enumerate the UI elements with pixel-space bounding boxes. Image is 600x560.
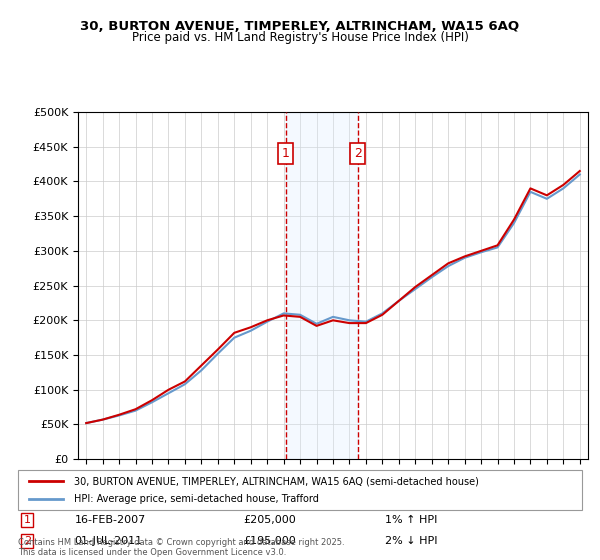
Text: 1: 1 (281, 147, 290, 160)
Text: 30, BURTON AVENUE, TIMPERLEY, ALTRINCHAM, WA15 6AQ: 30, BURTON AVENUE, TIMPERLEY, ALTRINCHAM… (80, 20, 520, 32)
FancyBboxPatch shape (18, 470, 582, 510)
Text: 2% ↓ HPI: 2% ↓ HPI (385, 536, 437, 546)
Text: 1: 1 (23, 515, 31, 525)
Text: HPI: Average price, semi-detached house, Trafford: HPI: Average price, semi-detached house,… (74, 493, 319, 503)
Text: 01-JUL-2011: 01-JUL-2011 (74, 536, 143, 546)
Text: 2: 2 (23, 536, 31, 546)
Text: £195,000: £195,000 (244, 536, 296, 546)
Text: 2: 2 (354, 147, 362, 160)
Text: 30, BURTON AVENUE, TIMPERLEY, ALTRINCHAM, WA15 6AQ (semi-detached house): 30, BURTON AVENUE, TIMPERLEY, ALTRINCHAM… (74, 477, 479, 487)
Text: Price paid vs. HM Land Registry's House Price Index (HPI): Price paid vs. HM Land Registry's House … (131, 31, 469, 44)
Text: 1% ↑ HPI: 1% ↑ HPI (385, 515, 437, 525)
Bar (286, 112, 358, 459)
Text: £205,000: £205,000 (244, 515, 296, 525)
Text: 16-FEB-2007: 16-FEB-2007 (74, 515, 146, 525)
Text: Contains HM Land Registry data © Crown copyright and database right 2025.
This d: Contains HM Land Registry data © Crown c… (18, 538, 344, 557)
